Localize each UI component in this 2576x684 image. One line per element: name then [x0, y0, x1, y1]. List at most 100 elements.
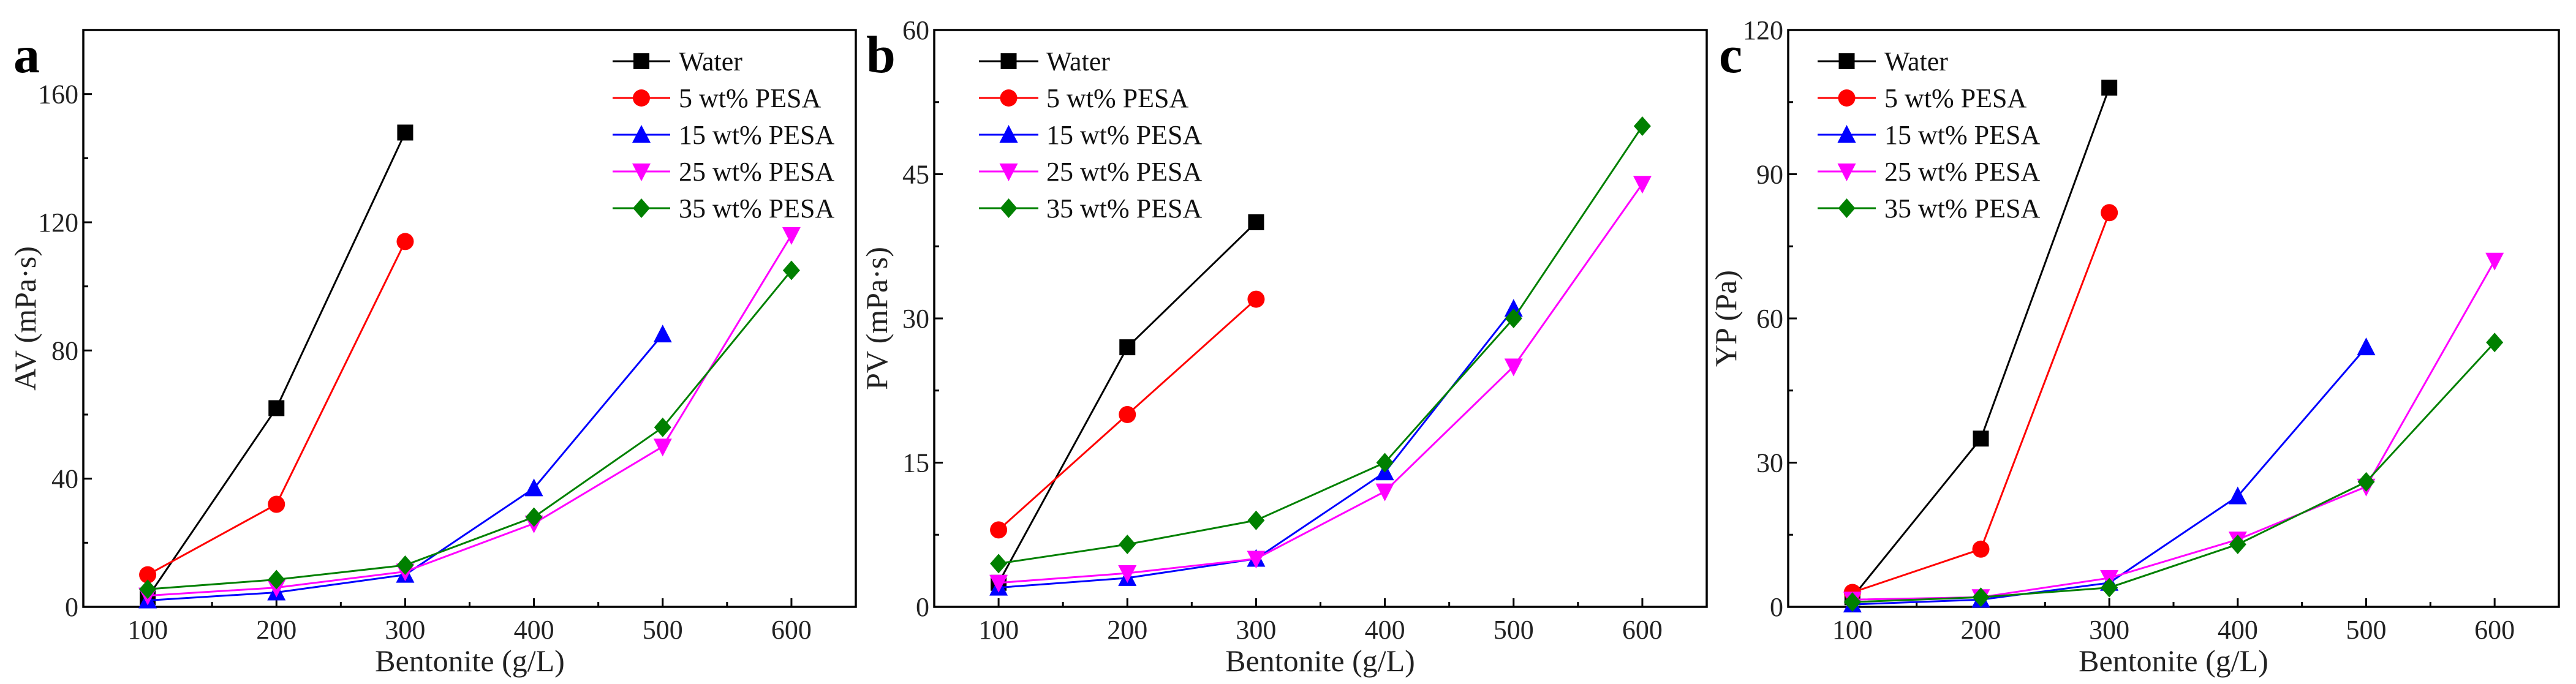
- y-tick-label: 0: [916, 592, 929, 622]
- series-5-wt-pesa: [139, 233, 414, 584]
- y-axis-title: AV (mPa·s): [8, 246, 42, 391]
- x-tick-label: 600: [2474, 615, 2515, 645]
- series-5-wt-pesa: [1843, 204, 2118, 601]
- data-point: [525, 507, 543, 527]
- data-point: [397, 124, 414, 141]
- data-point: [1248, 214, 1264, 230]
- legend-marker: [1837, 163, 1856, 181]
- panel-c: 100 200 300 400 500 600 0 30 60 90 120 Bentonite (g…: [1709, 15, 2560, 678]
- legend-label: 25 wt% PESA: [1884, 157, 2040, 187]
- x-tick-label: 100: [127, 615, 168, 645]
- x-axis-title: Bentonite (g/L): [1225, 644, 1415, 678]
- data-point: [139, 579, 157, 599]
- x-tick-label: 500: [1494, 615, 1534, 645]
- data-point: [1843, 592, 1861, 612]
- legend-label: 25 wt% PESA: [1046, 157, 1202, 187]
- y-tick-label: 60: [902, 15, 929, 45]
- legend-entry: 35 wt% PESA: [613, 194, 834, 224]
- x-tick-label: 300: [1236, 615, 1276, 645]
- data-point: [268, 400, 285, 416]
- panel-label: c: [1719, 25, 1742, 84]
- data-point: [990, 521, 1008, 539]
- data-point: [524, 478, 543, 497]
- legend-marker: [632, 163, 651, 181]
- x-tick-label: 400: [1365, 615, 1405, 645]
- x-tick-label: 500: [643, 615, 683, 645]
- data-point: [139, 566, 157, 584]
- legend-label: Water: [1884, 47, 1948, 77]
- x-tick-label: 100: [978, 615, 1019, 645]
- series-water: [1844, 80, 2118, 606]
- legend-entry: 35 wt% PESA: [1818, 194, 2040, 224]
- x-tick-label: 200: [1107, 615, 1147, 645]
- series-line: [146, 132, 406, 598]
- series-water: [991, 214, 1264, 591]
- legend-entry: 5 wt% PESA: [979, 83, 1188, 113]
- legend-label: 35 wt% PESA: [679, 194, 834, 224]
- data-point: [2357, 472, 2375, 492]
- y-tick-label: 160: [38, 80, 78, 110]
- data-point: [396, 555, 414, 575]
- x-axis-title: Bentonite (g/L): [2079, 644, 2268, 678]
- data-point: [653, 438, 672, 457]
- y-axis-title: PV (mPa·s): [859, 247, 894, 390]
- series-line: [1852, 342, 2496, 603]
- y-tick-label: 15: [902, 448, 929, 478]
- legend-entry: 5 wt% PESA: [1818, 83, 2026, 113]
- legend-entry: Water: [613, 47, 742, 77]
- data-point: [1504, 358, 1523, 377]
- data-point: [1633, 176, 1652, 194]
- series-line: [1852, 212, 2110, 593]
- data-point: [1247, 290, 1265, 308]
- y-tick-label: 60: [1756, 304, 1783, 334]
- data-point: [1972, 540, 1990, 558]
- data-point: [1375, 483, 1394, 502]
- data-point: [1376, 453, 1394, 473]
- y-tick-label: 40: [51, 464, 78, 494]
- legend-entry: 15 wt% PESA: [613, 120, 834, 150]
- legend-marker: [632, 125, 651, 143]
- series-25-wt-pesa: [989, 176, 1652, 593]
- legend-label: 5 wt% PESA: [679, 83, 821, 113]
- legend-entry: 25 wt% PESA: [613, 157, 834, 187]
- data-point: [268, 569, 285, 590]
- legend-label: 35 wt% PESA: [1884, 194, 2040, 224]
- legend-entry: Water: [979, 47, 1110, 77]
- data-point: [2101, 204, 2118, 222]
- y-tick-label: 0: [65, 592, 78, 622]
- legend-marker: [1838, 198, 1856, 218]
- x-tick-label: 400: [514, 615, 554, 645]
- legend-marker: [1000, 89, 1018, 107]
- legend-label: 5 wt% PESA: [1046, 83, 1188, 113]
- data-point: [2228, 486, 2247, 505]
- legend-marker: [1000, 198, 1018, 218]
- legend-marker: [999, 125, 1018, 143]
- x-tick-label: 200: [1961, 615, 2001, 645]
- data-point: [989, 574, 1008, 593]
- panel-b: 100 200 300 400 500 600 0 15 30 45 60 Bentonite (g/…: [859, 15, 1708, 678]
- data-point: [1118, 565, 1137, 584]
- legend-marker: [999, 163, 1018, 181]
- series-water: [140, 124, 414, 606]
- legend-label: 35 wt% PESA: [1046, 194, 1202, 224]
- data-point: [2357, 337, 2376, 356]
- x-tick-label: 200: [256, 615, 297, 645]
- data-point: [782, 227, 801, 245]
- legend-marker: [1838, 89, 1856, 107]
- panel-label: b: [866, 25, 896, 84]
- data-point: [654, 417, 671, 437]
- x-tick-label: 600: [771, 615, 812, 645]
- y-tick-label: 0: [1770, 592, 1783, 622]
- legend-marker: [1838, 53, 1855, 69]
- legend-marker: [1000, 53, 1017, 69]
- data-point: [1505, 309, 1522, 328]
- x-tick-label: 100: [1832, 615, 1873, 645]
- x-tick-label: 600: [1622, 615, 1663, 645]
- y-tick-label: 80: [51, 336, 78, 366]
- panel-label: a: [13, 25, 40, 84]
- series-line: [998, 308, 1514, 589]
- data-point: [1119, 534, 1136, 554]
- legend-label: 25 wt% PESA: [679, 157, 834, 187]
- legend-entry: 15 wt% PESA: [979, 120, 1202, 150]
